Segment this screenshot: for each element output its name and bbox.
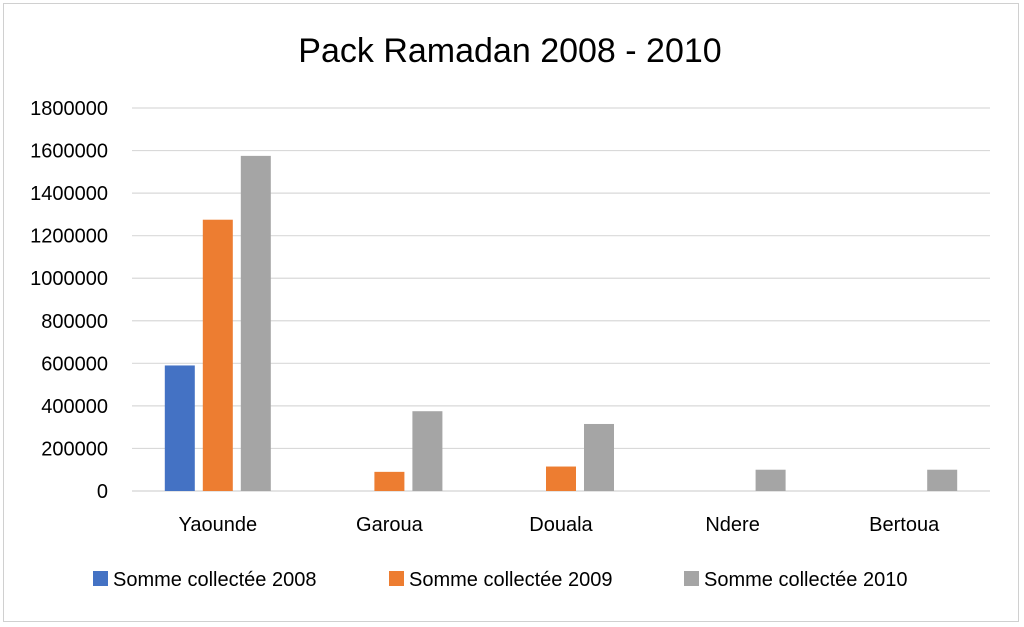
x-tick-label: Ndere — [705, 514, 759, 536]
y-tick-label: 1200000 — [30, 226, 108, 248]
bar-yaounde-1 — [164, 365, 195, 491]
y-tick-label: 600000 — [41, 353, 108, 375]
legend-label: Somme collectée 2010 — [704, 569, 907, 591]
y-tick-label: 200000 — [41, 438, 108, 460]
legend-swatch — [93, 571, 108, 586]
bar-douala-2 — [546, 466, 576, 491]
y-tick-label: 800000 — [41, 311, 108, 333]
bar-yaounde-2 — [202, 219, 233, 492]
chart-title: Pack Ramadan 2008 - 2010 — [298, 32, 721, 70]
y-axis-ticks: 0 200000 400000 600000 800000 1000000 1200000 1… — [30, 98, 108, 503]
gridlines — [132, 107, 990, 492]
x-tick-label: Bertoua — [869, 514, 940, 536]
legend-swatch — [684, 571, 699, 586]
y-tick-label: 400000 — [41, 396, 108, 418]
bar-bertoua-3 — [927, 469, 958, 491]
bar-ndere-3 — [755, 469, 786, 491]
y-tick-label: 0 — [97, 481, 108, 503]
y-tick-label: 1400000 — [30, 183, 108, 205]
bar-garoua-3 — [412, 411, 443, 491]
chart-frame — [3, 3, 1019, 622]
y-tick-label: 1600000 — [30, 141, 108, 163]
bar-yaounde-3 — [240, 155, 271, 491]
x-axis-ticks: Yaounde Garoua Douala Ndere Bertoua — [179, 514, 941, 536]
x-tick-label: Douala — [529, 514, 593, 536]
bar-garoua-2 — [374, 471, 405, 491]
y-tick-label: 1800000 — [30, 98, 108, 120]
bars — [164, 155, 958, 492]
bar-douala-3 — [584, 423, 614, 491]
y-tick-label: 1000000 — [30, 268, 108, 290]
x-tick-label: Garoua — [356, 514, 424, 536]
x-tick-label: Yaounde — [179, 514, 258, 536]
legend-swatch — [389, 571, 404, 586]
legend-label: Somme collectée 2008 — [113, 569, 316, 591]
legend-label: Somme collectée 2009 — [409, 569, 612, 591]
legend: Somme collectée 2008 Somme collectée 2009… — [93, 569, 907, 591]
